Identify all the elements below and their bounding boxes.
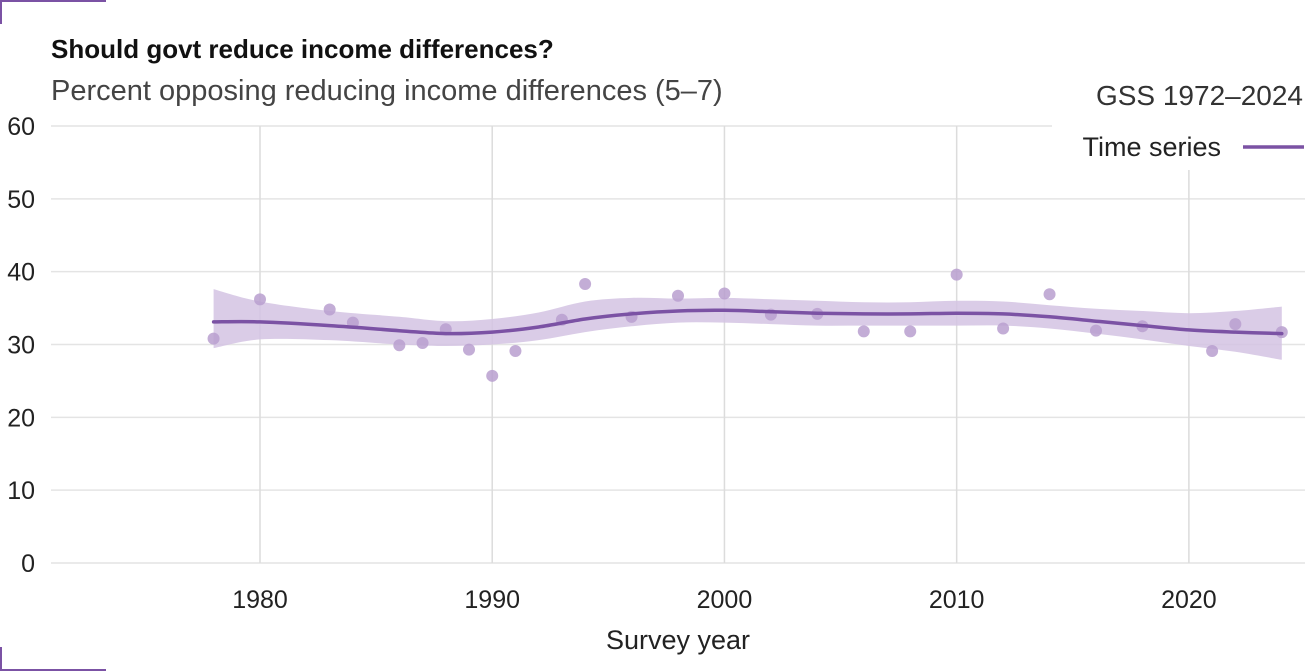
- data-point-2008: [904, 325, 917, 338]
- data-point-2006: [857, 325, 870, 338]
- grid-lines: [51, 125, 1305, 564]
- chart-subtitle: Percent opposing reducing income differe…: [51, 75, 723, 107]
- data-point-1980: [254, 293, 266, 306]
- trend-line: [211, 308, 1284, 336]
- x-tick-label-2020: 2020: [1161, 586, 1217, 614]
- data-point-1990: [486, 369, 499, 382]
- data-point-1987: [416, 337, 429, 350]
- data-point-1994: [579, 278, 592, 291]
- confidence-band: [213, 289, 1282, 360]
- chart-title: Should govt reduce income differences?: [51, 34, 554, 64]
- y-tick-label-40: 40: [7, 259, 35, 287]
- y-tick-labels: 0 10 20 30 40 50 60: [7, 113, 35, 578]
- data-point-2022: [1229, 318, 1242, 331]
- data-point-1991: [509, 345, 522, 358]
- top-corner-bracket: [0, 0, 106, 24]
- data-point-1986: [393, 339, 406, 352]
- data-point-1989: [463, 343, 475, 356]
- data-point-1983: [323, 303, 336, 316]
- legend-entry-time-series: Time series: [1082, 132, 1221, 162]
- legend-background: [1052, 118, 1305, 170]
- y-tick-label-0: 0: [21, 550, 35, 578]
- data-point-1998: [672, 289, 684, 302]
- data-point-2016: [1090, 324, 1102, 337]
- data-point-2014: [1043, 288, 1056, 301]
- data-point-1978: [207, 332, 220, 345]
- x-tick-label-2010: 2010: [929, 586, 985, 614]
- y-tick-label-50: 50: [7, 186, 35, 214]
- data-point-2000: [718, 287, 731, 300]
- y-tick-label-20: 20: [7, 404, 35, 432]
- trend-line-group: [211, 308, 1284, 336]
- y-tick-label-30: 30: [7, 332, 35, 360]
- x-axis-title: Survey year: [606, 625, 750, 655]
- legend-title: GSS 1972–2024: [1096, 80, 1303, 111]
- y-tick-label-10: 10: [7, 477, 35, 505]
- x-tick-label-1990: 1990: [464, 586, 520, 614]
- data-point-2012: [997, 322, 1010, 335]
- bottom-corner-bracket: [0, 647, 106, 671]
- confidence-band-group: [213, 289, 1282, 360]
- data-point-2010: [950, 268, 963, 281]
- x-tick-label-1980: 1980: [232, 586, 288, 614]
- x-tick-label-2000: 2000: [697, 586, 753, 614]
- legend: GSS 1972–2024 Time series: [1052, 80, 1305, 170]
- data-point-2021: [1206, 345, 1219, 358]
- y-tick-label-60: 60: [7, 113, 35, 141]
- x-tick-labels: 1980 1990 2000 2010 2020: [232, 586, 1217, 614]
